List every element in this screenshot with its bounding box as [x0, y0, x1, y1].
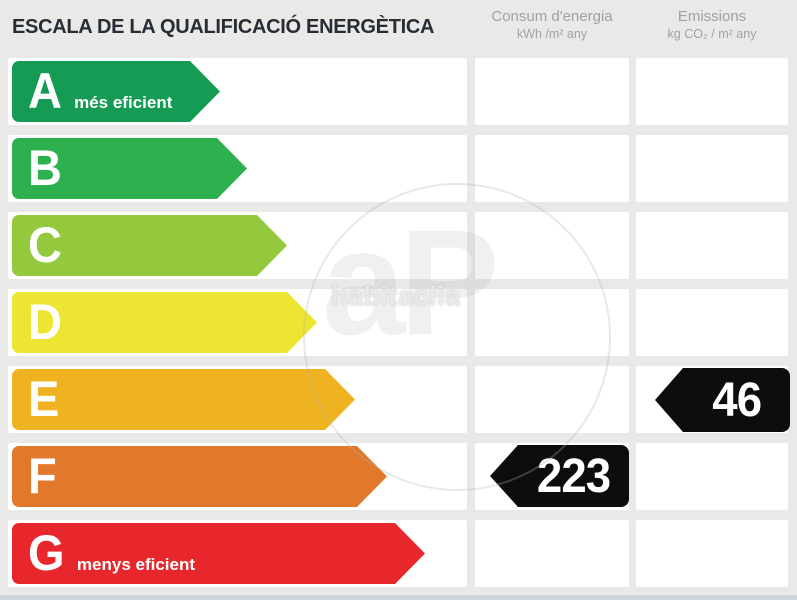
- rating-arrow-body: B: [12, 138, 217, 199]
- consum-value-tag: 223: [490, 445, 629, 507]
- consum-value: 223: [536, 449, 611, 503]
- emissions-value: 46: [712, 373, 762, 427]
- emissions-cell: [636, 135, 788, 202]
- rating-letter: E: [28, 371, 60, 427]
- arrow-right-tip-icon: [287, 292, 317, 353]
- arrow-right-tip-icon: [357, 446, 387, 507]
- emissions-cell: [636, 443, 788, 510]
- emissions-cell: [636, 212, 788, 279]
- rating-row: G menys eficient: [0, 520, 797, 587]
- rating-arrow-body: C: [12, 215, 257, 276]
- rating-arrow: A més eficient: [12, 61, 220, 122]
- rating-row: D: [0, 289, 797, 356]
- arrow-left-tip-icon: [655, 368, 683, 432]
- emissions-cell: [636, 289, 788, 356]
- emissions-column-header: Emissions kg CO₂ / m² any: [636, 7, 788, 42]
- rating-letter: D: [28, 294, 62, 350]
- rating-row: A més eficient: [0, 58, 797, 125]
- rating-row: C: [0, 212, 797, 279]
- consum-cell: [475, 58, 629, 125]
- emissions-cell: [636, 520, 788, 587]
- consum-tag-body: 223: [518, 445, 629, 507]
- consum-cell: [475, 135, 629, 202]
- emissions-tag-body: 46: [683, 368, 790, 432]
- rating-row: B: [0, 135, 797, 202]
- rating-letter: C: [28, 217, 62, 273]
- emissions-cell: [636, 58, 788, 125]
- consum-cell: [475, 212, 629, 279]
- emissions-header-title: Emissions: [677, 8, 747, 25]
- consum-column-header: Consum d'energia kWh /m² any: [475, 7, 629, 42]
- rating-arrow-body: E: [12, 369, 325, 430]
- consum-cell: [475, 520, 629, 587]
- rating-letter: A: [28, 63, 62, 119]
- rating-letter: B: [28, 140, 62, 196]
- emissions-value-tag: 46: [655, 368, 790, 432]
- emissions-header-units: kg CO₂ / m² any: [667, 27, 757, 41]
- rating-row-label: menys eficient: [76, 555, 196, 574]
- arrow-right-tip-icon: [325, 369, 355, 430]
- arrow-right-tip-icon: [395, 523, 425, 584]
- arrow-right-tip-icon: [190, 61, 220, 122]
- page-title: ESCALA DE LA QUALIFICACIÓ ENERGÈTICA: [12, 16, 435, 38]
- rating-arrow: F: [12, 446, 387, 507]
- rating-arrow-body: G menys eficient: [12, 523, 395, 584]
- arrow-right-tip-icon: [257, 215, 287, 276]
- rating-arrow: B: [12, 138, 247, 199]
- consum-header-title: Consum d'energia: [491, 8, 613, 25]
- rating-arrow-body: A més eficient: [12, 61, 190, 122]
- consum-cell: [475, 366, 629, 433]
- arrow-right-tip-icon: [217, 138, 247, 199]
- rating-arrow: E: [12, 369, 355, 430]
- arrow-left-tip-icon: [490, 445, 518, 507]
- rating-row-label: més eficient: [74, 93, 173, 112]
- rating-arrow-body: D: [12, 292, 287, 353]
- rating-arrow: C: [12, 215, 287, 276]
- bottom-edge-strip: [0, 595, 797, 600]
- rating-arrow: D: [12, 292, 317, 353]
- consum-cell: [475, 289, 629, 356]
- rating-letter: G: [28, 525, 65, 581]
- rating-row: F: [0, 443, 797, 510]
- rating-arrow-body: F: [12, 446, 357, 507]
- rating-letter: F: [28, 448, 57, 504]
- rating-arrow: G menys eficient: [12, 523, 425, 584]
- consum-header-units: kWh /m² any: [516, 27, 588, 41]
